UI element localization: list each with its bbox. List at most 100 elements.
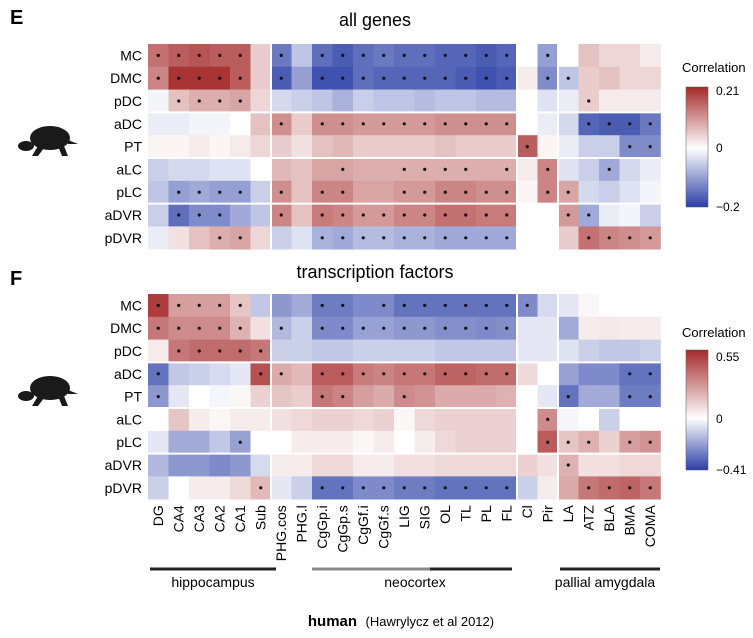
significance-dot — [259, 372, 263, 376]
heatmap-cell — [332, 453, 354, 477]
heatmap-cell — [189, 362, 210, 386]
significance-dot — [402, 303, 406, 307]
significance-dot — [484, 326, 488, 330]
heatmap-cell — [394, 135, 415, 159]
significance-dot — [341, 122, 345, 126]
heatmap-cell — [312, 158, 333, 182]
heatmap-cell — [599, 89, 620, 113]
column-label-fl: FL — [499, 505, 515, 522]
significance-dot — [423, 326, 427, 330]
significance-dot — [464, 190, 468, 194]
heatmap-cell — [455, 385, 477, 409]
significance-dot — [197, 99, 201, 103]
heatmap-cell — [291, 89, 313, 113]
heatmap-cell — [619, 180, 641, 204]
significance-dot — [525, 145, 529, 149]
heatmap-cell — [312, 430, 333, 454]
heatmap-cell — [558, 339, 579, 363]
heatmap-cell — [558, 362, 579, 386]
heatmap-cell — [209, 385, 231, 409]
significance-dot — [402, 213, 406, 217]
significance-dot — [607, 236, 611, 240]
significance-dot — [156, 372, 160, 376]
column-label-pir: Pir — [540, 505, 556, 522]
heatmap-cell — [558, 44, 579, 68]
significance-dot — [566, 395, 570, 399]
heatmap-cell — [291, 112, 313, 136]
heatmap-cell — [332, 89, 354, 113]
heatmap-cell — [517, 362, 538, 386]
heatmap-cell — [291, 294, 313, 318]
heatmap-cell — [476, 408, 497, 432]
heatmap-cell — [394, 408, 415, 432]
heatmap-cell — [189, 453, 210, 477]
significance-dot — [197, 349, 201, 353]
column-label-cl: Cl — [519, 505, 535, 518]
significance-dot — [279, 53, 283, 58]
significance-dot — [443, 190, 447, 194]
heatmap-cell — [517, 158, 538, 182]
heatmap-cell — [619, 294, 641, 318]
significance-dot — [320, 395, 324, 399]
heatmap-cell — [168, 476, 190, 500]
heatmap-cell — [578, 339, 600, 363]
heatmap-cell — [476, 158, 497, 182]
significance-dot — [382, 326, 386, 330]
heatmap-cell — [291, 44, 313, 68]
heatmap-cell — [148, 430, 169, 454]
significance-dot — [587, 440, 591, 444]
significance-dot — [156, 326, 160, 330]
significance-dot — [382, 122, 386, 126]
heatmap-cell — [578, 135, 600, 159]
turtle-icon — [18, 126, 78, 156]
heatmap-cell — [189, 158, 210, 182]
significance-dot — [505, 236, 509, 240]
significance-dot — [505, 326, 509, 330]
significance-dot — [259, 486, 263, 490]
heatmap-cell — [168, 408, 190, 432]
significance-dot — [402, 53, 406, 58]
significance-dot — [279, 190, 283, 194]
significance-dot — [341, 213, 345, 217]
column-label-bla: BLA — [601, 505, 617, 532]
significance-dot — [587, 236, 591, 240]
heatmap-cell — [517, 112, 538, 136]
significance-dot — [341, 167, 345, 171]
heatmap-cell — [599, 44, 620, 68]
heatmap-cell — [250, 453, 272, 477]
significance-dot — [566, 440, 570, 444]
legend-f-colorbar — [685, 349, 709, 471]
heatmap-cell — [373, 385, 395, 409]
heatmap-cell — [558, 408, 579, 432]
heatmap-cell — [435, 430, 456, 454]
significance-dot — [607, 122, 611, 126]
significance-dot — [443, 236, 447, 240]
column-label-lig: LIG — [396, 505, 412, 528]
significance-dot — [648, 486, 652, 490]
legend-e-colorbar — [685, 86, 709, 208]
heatmap-cell — [291, 203, 313, 227]
heatmap-all-genes — [148, 44, 661, 250]
significance-dot — [423, 122, 427, 126]
heatmap-cell — [599, 430, 620, 454]
significance-dot — [341, 53, 345, 58]
significance-dot — [156, 395, 160, 399]
heatmap-cell — [148, 226, 169, 250]
significance-dot — [218, 236, 222, 240]
row-label-adc: aDC — [114, 366, 142, 382]
heatmap-cell — [230, 158, 251, 182]
group-brackets: hippocampus neocortex pallial amygdala — [150, 567, 660, 590]
turtle-icon — [18, 376, 78, 406]
significance-dot — [423, 53, 427, 58]
significance-dot — [382, 213, 386, 217]
heatmap-cell — [414, 453, 436, 477]
heatmap-cell — [250, 158, 272, 182]
significance-dot — [361, 372, 365, 376]
heatmap-cell — [148, 158, 169, 182]
heatmap-cell — [640, 158, 661, 182]
heatmap-cell — [476, 430, 497, 454]
heatmap-cell — [414, 339, 436, 363]
heatmap-cell — [394, 453, 415, 477]
significance-dot — [546, 167, 550, 171]
significance-dot — [464, 213, 468, 217]
